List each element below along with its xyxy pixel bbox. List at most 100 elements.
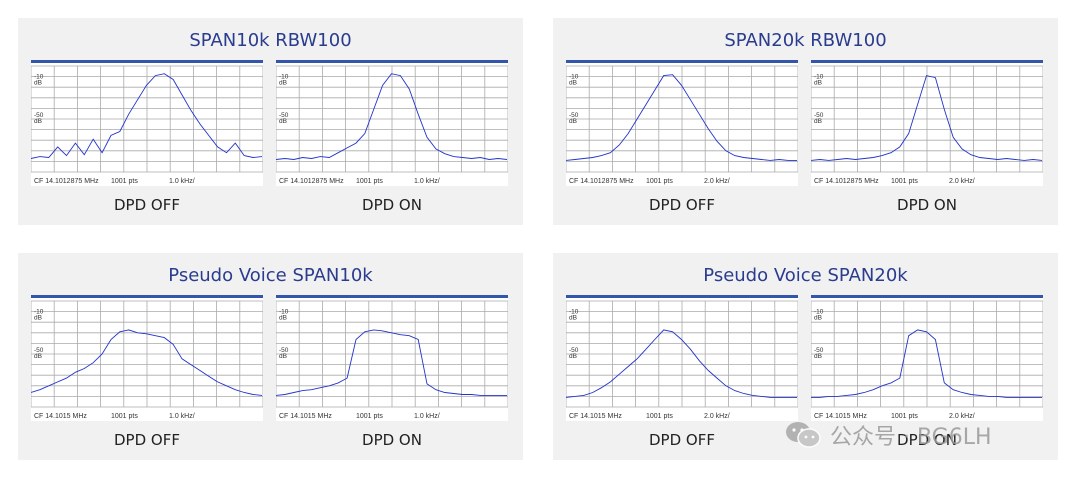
center-freq-label: CF 14.1015 MHz bbox=[279, 413, 332, 420]
y-tick-unit: dB bbox=[34, 80, 42, 87]
points-label: 1001 pts bbox=[356, 413, 383, 420]
center-freq-label: CF 14.1015 MHz bbox=[569, 413, 622, 420]
y-tick-label: -50 bbox=[814, 112, 824, 119]
y-tick-label: -50 bbox=[814, 347, 824, 354]
plot-top-bar bbox=[31, 295, 263, 298]
y-tick-unit: dB bbox=[279, 80, 287, 87]
div-label: 1.0 kHz/ bbox=[169, 413, 195, 420]
div-label: 2.0 kHz/ bbox=[704, 178, 730, 185]
watermark: 公众号 · BG6LH bbox=[784, 418, 992, 452]
plot-top-bar bbox=[811, 295, 1043, 298]
plot-top-bar bbox=[811, 60, 1043, 63]
spectrum-plot: -10 dB -50 dB CF 14.1015 MHz 1001 pts 1.0 kHz/ bbox=[31, 295, 263, 421]
center-freq-label: CF 14.1012875 MHz bbox=[569, 178, 634, 185]
y-tick-unit: dB bbox=[279, 353, 287, 360]
panel-span20k: SPAN20k RBW100 -10 dB -50 dB CF 14.1012875 M… bbox=[553, 18, 1058, 225]
plot-caption: DPD ON bbox=[362, 431, 422, 449]
center-freq-label: CF 14.1012875 MHz bbox=[279, 178, 344, 185]
points-label: 1001 pts bbox=[111, 413, 138, 420]
y-tick-unit: dB bbox=[34, 118, 42, 125]
plot-top-bar bbox=[276, 295, 508, 298]
y-tick-label: -50 bbox=[34, 112, 44, 119]
y-tick-unit: dB bbox=[34, 315, 42, 322]
y-tick-unit: dB bbox=[279, 315, 287, 322]
center-freq-label: CF 14.1012875 MHz bbox=[814, 178, 879, 185]
points-label: 1001 pts bbox=[891, 178, 918, 185]
center-freq-label: CF 14.1015 MHz bbox=[34, 413, 87, 420]
panel-title: SPAN20k RBW100 bbox=[724, 30, 887, 51]
trace-line bbox=[811, 329, 1042, 398]
plot-caption: DPD ON bbox=[897, 431, 957, 449]
trace-line bbox=[566, 329, 797, 398]
y-tick-unit: dB bbox=[814, 315, 822, 322]
panel-voice-span10k: Pseudo Voice SPAN10k -10 dB -50 dB CF 14.101… bbox=[18, 253, 523, 460]
spectrum-plot: -10 dB -50 dB CF 14.1015 MHz 1001 pts 2.0 kHz/ bbox=[566, 295, 798, 421]
plot-caption: DPD ON bbox=[362, 196, 422, 214]
trace-line bbox=[31, 329, 263, 396]
y-tick-label: -50 bbox=[569, 112, 579, 119]
div-label: 1.0 kHz/ bbox=[414, 413, 440, 420]
y-tick-label: -50 bbox=[279, 112, 289, 119]
y-tick-label: -10 bbox=[569, 309, 579, 316]
y-tick-unit: dB bbox=[814, 80, 822, 87]
y-tick-unit: dB bbox=[34, 353, 42, 360]
points-label: 1001 pts bbox=[646, 178, 673, 185]
panel-voice-span20k: Pseudo Voice SPAN20k -10 dB -50 dB CF 14.101… bbox=[553, 253, 1058, 460]
watermark-text: 公众号 · BG6LH bbox=[830, 425, 992, 450]
y-tick-unit: dB bbox=[814, 118, 822, 125]
spectrum-plot: -10 dB -50 dB CF 14.1015 MHz 1001 pts 2.0 kHz/ bbox=[811, 295, 1043, 421]
spectrum-plot: -10 dB -50 dB CF 14.1012875 MHz 1001 pts 2.0 k… bbox=[566, 60, 798, 186]
points-label: 1001 pts bbox=[111, 178, 138, 185]
y-tick-label: -10 bbox=[279, 309, 289, 316]
trace-line bbox=[31, 73, 263, 159]
y-tick-unit: dB bbox=[569, 80, 577, 87]
center-freq-label: CF 14.1015 MHz bbox=[814, 413, 867, 420]
wechat-icon bbox=[786, 422, 821, 448]
panel-title: Pseudo Voice SPAN20k bbox=[703, 265, 908, 286]
y-tick-label: -10 bbox=[34, 309, 44, 316]
panel-title: SPAN10k RBW100 bbox=[189, 30, 352, 51]
plot-caption: DPD OFF bbox=[649, 431, 715, 449]
y-tick-label: -10 bbox=[814, 74, 824, 81]
panel-span10k: SPAN10k RBW100 -10 dB -50 dB CF 14.1012875 M… bbox=[18, 18, 523, 225]
trace-line bbox=[566, 74, 797, 161]
div-label: 2.0 kHz/ bbox=[949, 413, 975, 420]
plot-top-bar bbox=[566, 60, 798, 63]
spectrum-plot: -10 dB -50 dB CF 14.1012875 MHz 1001 pts 2.0 k… bbox=[811, 60, 1043, 186]
div-label: 2.0 kHz/ bbox=[949, 178, 975, 185]
y-tick-label: -50 bbox=[34, 347, 44, 354]
plot-top-bar bbox=[566, 295, 798, 298]
points-label: 1001 pts bbox=[646, 413, 673, 420]
points-label: 1001 pts bbox=[356, 178, 383, 185]
center-freq-label: CF 14.1012875 MHz bbox=[34, 178, 99, 185]
trace-line bbox=[276, 73, 508, 160]
y-tick-label: -50 bbox=[569, 347, 579, 354]
points-label: 1001 pts bbox=[891, 413, 918, 420]
panel-title: Pseudo Voice SPAN10k bbox=[168, 265, 373, 286]
y-tick-unit: dB bbox=[814, 353, 822, 360]
spectrum-plot: -10 dB -50 dB CF 14.1012875 MHz 1001 pts 1.0 k… bbox=[276, 60, 508, 186]
y-tick-label: -50 bbox=[279, 347, 289, 354]
plot-caption: DPD OFF bbox=[114, 431, 180, 449]
div-label: 1.0 kHz/ bbox=[169, 178, 195, 185]
plot-caption: DPD ON bbox=[897, 196, 957, 214]
trace-line bbox=[811, 75, 1043, 161]
plot-caption: DPD OFF bbox=[114, 196, 180, 214]
plot-top-bar bbox=[276, 60, 508, 63]
y-tick-unit: dB bbox=[569, 315, 577, 322]
y-tick-label: -10 bbox=[34, 74, 44, 81]
spectrum-plot: -10 dB -50 dB CF 14.1015 MHz 1001 pts 1.0 kHz/ bbox=[276, 295, 508, 421]
plot-caption: DPD OFF bbox=[649, 196, 715, 214]
y-tick-unit: dB bbox=[569, 353, 577, 360]
trace-line bbox=[276, 329, 507, 396]
y-tick-unit: dB bbox=[279, 118, 287, 125]
plot-top-bar bbox=[31, 60, 263, 63]
